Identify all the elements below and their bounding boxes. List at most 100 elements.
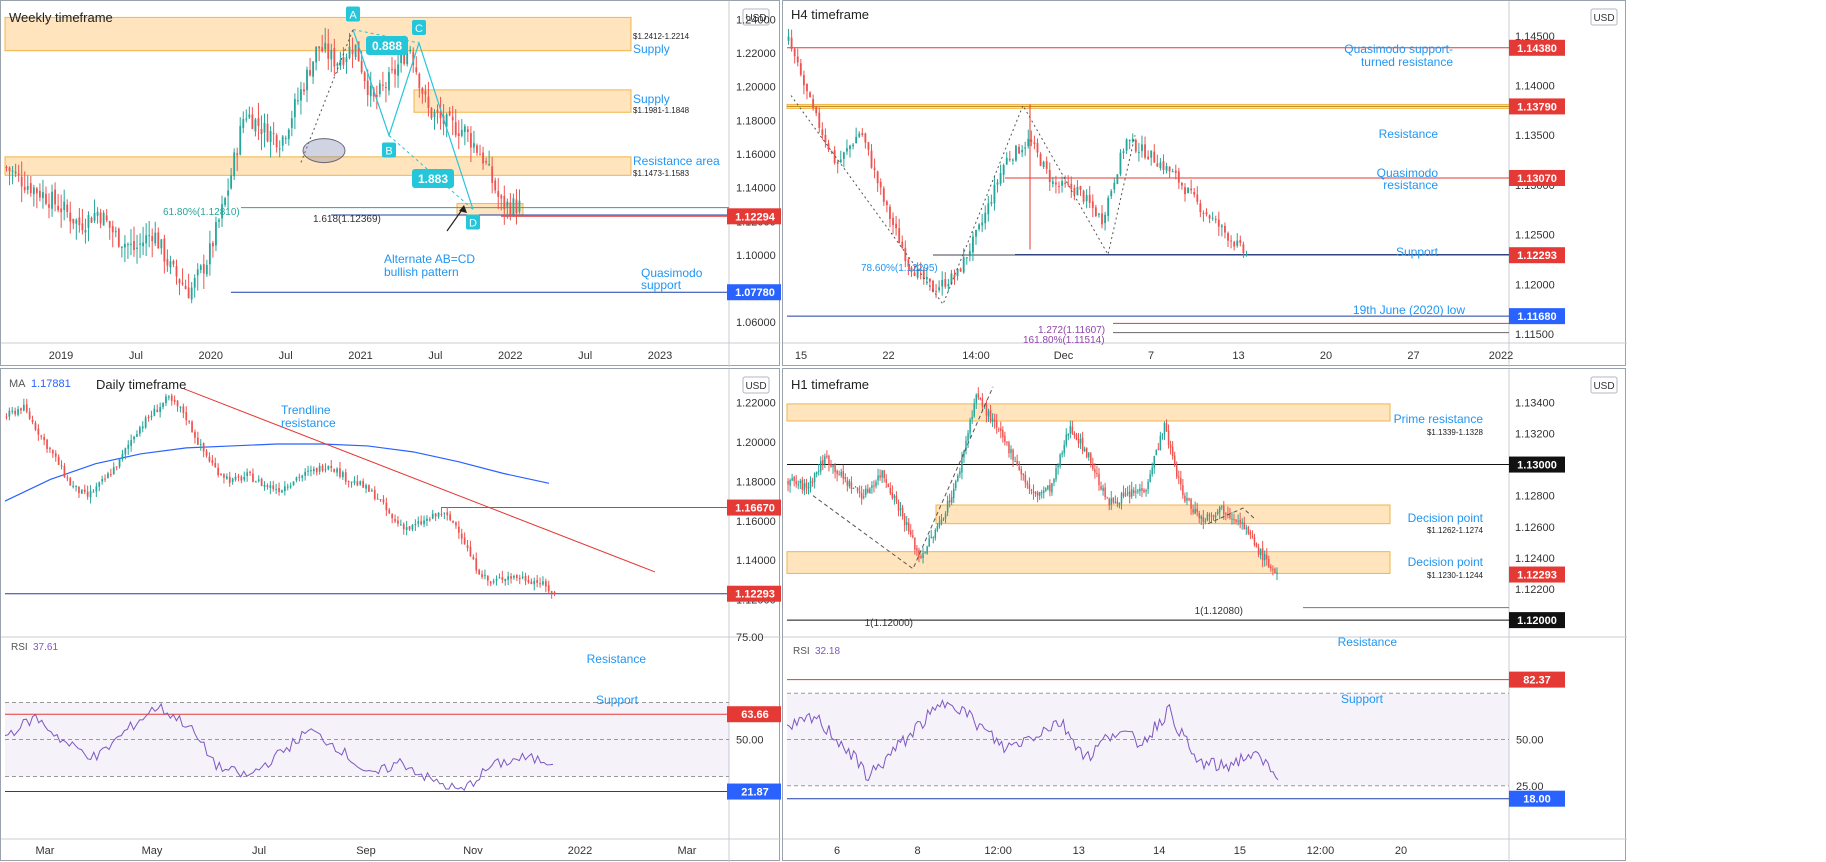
h1-usd-box xyxy=(1590,376,1618,394)
weekly-candle xyxy=(51,191,53,209)
daily-chart-panel[interactable]: Trendline resistance Resistance Support RSI 3… xyxy=(0,368,781,862)
h4-candle xyxy=(1070,183,1073,190)
weekly-y-tick: 1.22000 xyxy=(736,48,776,60)
h4-candle xyxy=(1036,142,1039,153)
weekly-dotted-leg xyxy=(300,29,354,163)
daily-ma-line xyxy=(4,443,550,502)
h4-candle xyxy=(1211,217,1214,219)
h4-candle xyxy=(1208,215,1211,219)
h1-candle xyxy=(1079,438,1082,444)
h4-y-tick: 1.11500 xyxy=(1515,329,1554,341)
daily-candle xyxy=(185,412,188,421)
daily-candle xyxy=(98,482,101,487)
h4-candle xyxy=(1113,182,1116,190)
daily-candle xyxy=(182,406,185,414)
h1-candle xyxy=(1008,442,1010,454)
weekly-candle xyxy=(275,135,278,148)
h1-y-tick: 1.13200 xyxy=(1515,428,1555,440)
h1-note-dp2-range: $1.1230-1.1244 xyxy=(1427,571,1484,580)
h1-candle xyxy=(1049,484,1051,492)
h1-candle xyxy=(1186,497,1188,501)
daily-candle xyxy=(362,481,365,488)
weekly-point-box-D xyxy=(466,214,480,230)
h1-candle xyxy=(887,484,890,487)
weekly-note-supply1: Supply xyxy=(633,42,670,56)
weekly-candle xyxy=(366,80,369,96)
weekly-x-tick: Jul xyxy=(578,350,592,362)
h1-candle xyxy=(948,500,951,503)
h1-candle xyxy=(993,420,996,422)
h1-candle xyxy=(1104,487,1106,498)
h1-candle xyxy=(893,495,896,499)
daily-candle xyxy=(254,481,257,483)
h4-candle xyxy=(990,202,993,204)
daily-candle xyxy=(237,476,240,478)
h4-chart-panel[interactable]: Quasimodo support-turned resistance Resis… xyxy=(782,0,1627,367)
weekly-candle xyxy=(8,167,11,172)
daily-candle xyxy=(167,396,170,398)
weekly-candle xyxy=(57,205,60,211)
weekly-candle xyxy=(473,143,475,148)
h1-x-tick: 15 xyxy=(1234,845,1246,857)
daily-candle xyxy=(414,524,417,526)
h1-x-tick: 20 xyxy=(1395,845,1407,857)
daily-candle xyxy=(318,465,321,472)
daily-candle xyxy=(553,591,556,593)
daily-x-tick: Mar xyxy=(678,845,697,857)
daily-candle xyxy=(356,481,359,486)
h4-candle xyxy=(1091,201,1094,208)
h1-candle xyxy=(836,470,838,475)
weekly-candle xyxy=(306,69,308,91)
h1-candle xyxy=(1090,453,1092,464)
h1-chart-panel[interactable]: Prime resistance $1.1339-1.1328 Decision p… xyxy=(782,368,1627,862)
h1-candle xyxy=(1171,446,1174,457)
h1-chart-svg[interactable]: Prime resistance $1.1339-1.1328 Decision p… xyxy=(783,369,1627,862)
weekly-y-tick: 1.14000 xyxy=(736,183,776,195)
weekly-candle xyxy=(391,69,393,71)
daily-candle xyxy=(530,581,533,584)
daily-price-tag xyxy=(727,585,781,602)
h4-chart-svg[interactable]: Quasimodo support-turned resistance Resis… xyxy=(783,1,1627,367)
daily-candle xyxy=(365,485,367,489)
weekly-chart-svg[interactable]: ABCD0.8881.883$1.2412-1.2214SupplySupply… xyxy=(1,1,781,367)
weekly-candle xyxy=(245,118,248,120)
weekly-ratio-box-1 xyxy=(366,36,408,55)
h4-candle xyxy=(1058,185,1060,187)
h4-usd-box xyxy=(1590,8,1618,26)
daily-rsi-line xyxy=(4,702,554,792)
daily-candle xyxy=(211,460,214,464)
weekly-candle xyxy=(227,190,230,196)
daily-candle xyxy=(260,478,263,486)
h1-candle xyxy=(1069,425,1072,434)
h1-candle xyxy=(975,394,977,404)
weekly-candle xyxy=(114,231,117,233)
weekly-chart-panel[interactable]: A B C D 0.888 1.883 $1.2412-1.2214 Supply Supply… xyxy=(0,0,781,367)
h1-candle xyxy=(963,451,965,458)
h4-candle xyxy=(812,98,815,109)
daily-x-tick: Sep xyxy=(356,845,376,857)
weekly-point-label-C: C xyxy=(415,23,423,35)
daily-candle xyxy=(208,456,211,462)
h4-candle xyxy=(1202,212,1205,214)
weekly-candle xyxy=(69,212,72,222)
h1-candle xyxy=(1184,495,1186,502)
h4-candle xyxy=(858,133,861,137)
daily-candle xyxy=(341,472,344,478)
h4-candle xyxy=(1085,195,1088,202)
weekly-candle xyxy=(269,130,272,143)
h1-candle xyxy=(1135,491,1137,493)
daily-candle xyxy=(8,410,11,417)
h1-candle xyxy=(1110,498,1113,505)
h1-candle xyxy=(1063,444,1065,454)
weekly-candle xyxy=(117,228,120,247)
h4-x-tick: 2022 xyxy=(1489,350,1513,362)
h4-candle xyxy=(892,217,894,226)
h4-candle xyxy=(1153,151,1156,163)
h1-price-tag-label: 1.12293 xyxy=(1517,570,1557,582)
h1-candle xyxy=(903,515,906,526)
daily-candle xyxy=(399,524,402,526)
daily-candle xyxy=(153,408,156,416)
h1-candle xyxy=(912,535,914,538)
h1-candle xyxy=(885,479,887,483)
